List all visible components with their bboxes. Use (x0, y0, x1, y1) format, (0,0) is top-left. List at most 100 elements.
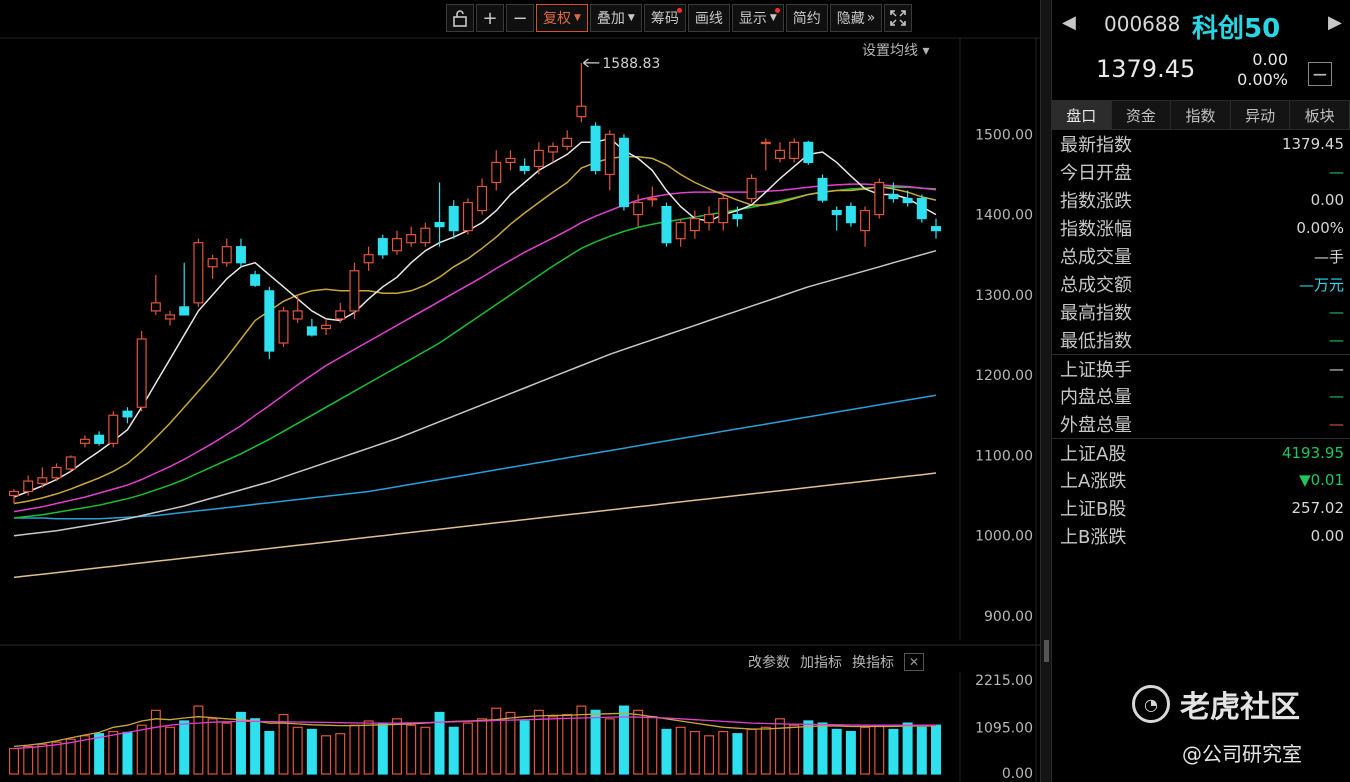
zoom-in-button[interactable]: + (476, 4, 504, 32)
candle (931, 218, 941, 239)
candle-body (420, 227, 431, 244)
price-tick-label: 1300.00 (975, 288, 1033, 304)
candle (533, 142, 544, 175)
sidebar-tab[interactable]: 板块 (1290, 101, 1350, 129)
panel-divider[interactable] (1040, 0, 1052, 782)
quote-row: 最高指数 — (1052, 298, 1350, 326)
candle-body (477, 185, 488, 212)
toolbar-button[interactable]: 叠加 ▼ (589, 4, 642, 32)
toolbar-button[interactable]: 隐藏» (829, 4, 883, 32)
volume-bar (179, 720, 190, 775)
volume-bar (845, 730, 856, 775)
collapse-button[interactable]: − (1308, 62, 1332, 86)
index-code: 000688 (1104, 12, 1181, 36)
toolbar-button[interactable]: 简约 (785, 4, 828, 32)
price-tick-label: 1100.00 (975, 448, 1033, 464)
lock-button[interactable] (446, 4, 474, 32)
candle (434, 182, 445, 247)
quote-label: 总成交量 (1060, 247, 1132, 268)
ma30-line (13, 186, 937, 519)
candle-body (803, 141, 814, 164)
sidebar-tab[interactable]: 异动 (1230, 101, 1291, 129)
candle-body (264, 290, 275, 352)
quote-row: 内盘总量 — (1052, 382, 1350, 410)
volume-bar (590, 709, 601, 775)
candle (746, 174, 757, 203)
candlestick-chart[interactable]: 1500.00 1400.00 1300.00 1200.00 1100.00 1000.… (0, 0, 1040, 782)
change-block: 0.00 0.00% (1232, 50, 1288, 90)
next-arrow-icon[interactable]: ▶ (1328, 12, 1342, 33)
candle-body (122, 410, 133, 418)
candle (576, 62, 587, 123)
volume-tick-label: 0.00 (1002, 766, 1033, 782)
toolbar-button-label: 简约 (792, 11, 821, 27)
quote-value: 4193.95 (1281, 443, 1344, 462)
volume-bar (548, 716, 559, 775)
watermark: ◔ 老虎社区 (1132, 682, 1300, 726)
candle-body (746, 177, 757, 200)
volume-bar (732, 733, 743, 775)
collapse-handle[interactable] (1044, 640, 1049, 662)
toolbar-button[interactable]: 画线 (687, 4, 730, 32)
candle-body (789, 141, 800, 159)
candle (491, 150, 502, 191)
volume-bar (689, 730, 700, 775)
sidebar-tab[interactable]: 指数 (1171, 101, 1231, 129)
fullscreen-button[interactable] (884, 4, 913, 32)
candle-body (207, 258, 218, 268)
candle (831, 206, 842, 231)
candle (278, 306, 289, 348)
volume-bar (264, 730, 275, 775)
candle (65, 455, 76, 472)
edit-params-button[interactable]: 改参数 (748, 655, 790, 671)
quote-row: 上A涨跌 ▼0.01 (1052, 466, 1350, 494)
switch-indicator-button[interactable]: 换指标 (852, 655, 894, 671)
chart-area[interactable]: 1500.00 1400.00 1300.00 1200.00 1100.00 1000.… (0, 0, 1040, 782)
quote-label: 最高指数 (1060, 303, 1132, 324)
candle-body (916, 197, 927, 220)
toolbar-button-label: 显示 (738, 11, 767, 27)
sidebar-tab[interactable]: 盘口 (1052, 101, 1112, 129)
quote-row: 最低指数 — (1052, 326, 1350, 354)
candle-body (760, 141, 771, 145)
candle-body (434, 222, 445, 228)
candle (548, 142, 559, 163)
add-indicator-button[interactable]: 加指标 (800, 655, 842, 671)
toolbar-button[interactable]: 显示 ▼ (731, 4, 784, 32)
notification-dot (676, 8, 682, 13)
toolbar-button[interactable]: 筹码 (643, 4, 686, 32)
candle-body (165, 314, 176, 320)
candle (647, 186, 658, 207)
minus-icon: − (1311, 62, 1329, 86)
quote-row: 上证A股 4193.95 (1052, 438, 1350, 466)
chart-toolbar: + − 复权 ▼ 叠加 ▼ 筹码 画线 显示 ▼ 简约 隐藏» (446, 4, 914, 32)
volume-bar (462, 722, 473, 775)
volume-bar (931, 724, 941, 775)
prev-arrow-icon[interactable]: ◀ (1062, 12, 1076, 33)
candle (179, 262, 190, 316)
volume-bar (533, 709, 544, 775)
volume-bar (647, 716, 658, 775)
candle (349, 262, 360, 319)
candle-body (9, 490, 19, 497)
toolbar-button[interactable]: 复权 ▼ (536, 4, 588, 32)
candle-body (150, 302, 161, 312)
quote-label: 上B涨跌 (1060, 527, 1127, 548)
volume-bar (235, 711, 246, 775)
sidebar-tab[interactable]: 资金 (1111, 101, 1172, 129)
zoom-out-button[interactable]: − (506, 4, 534, 32)
candle-body (831, 209, 842, 216)
quote-row: 指数涨幅 0.00% (1052, 214, 1350, 242)
volume-bar (789, 724, 800, 775)
candle-body (108, 414, 119, 444)
candle-body (562, 137, 573, 147)
ma-setting-button[interactable]: 设置均线 ▾ (862, 43, 930, 59)
volume-bar (491, 707, 502, 775)
close-icon[interactable]: ✕ (904, 653, 924, 671)
candle-body (51, 466, 62, 479)
volume-bar (661, 728, 672, 775)
candle (250, 270, 261, 287)
candle-body (633, 201, 644, 216)
volume-bar (23, 745, 34, 775)
volume-bar (604, 718, 615, 775)
